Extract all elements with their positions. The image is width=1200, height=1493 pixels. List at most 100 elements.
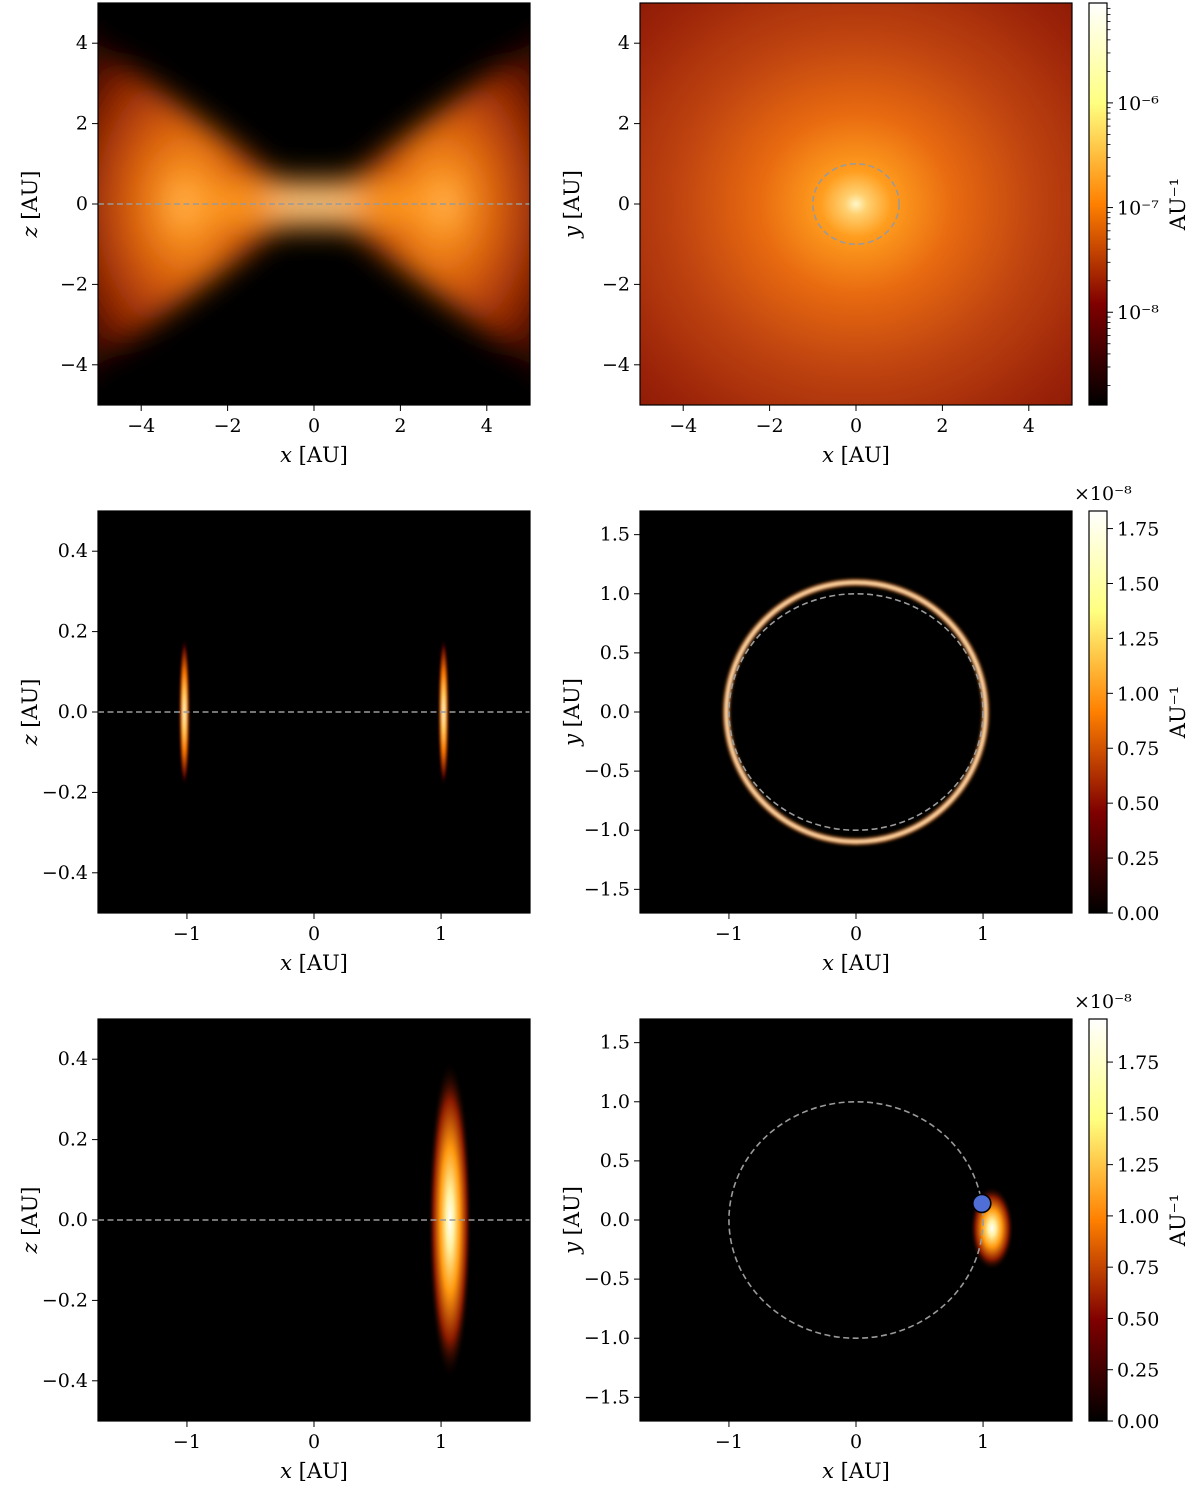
y-tick-label: 4 [76,32,88,54]
x-tick-label: −1 [715,923,743,945]
y-tick-label: 1.0 [600,583,630,605]
colorbar-frame [1088,1018,1108,1422]
panel-5: −1 0 1 −0.4 −0.2 0.0 0.2 0.4 x [AU] z [AU] [18,1018,531,1483]
x-tick-label: 2 [394,415,406,437]
y-tick-label: 0.5 [600,1150,630,1172]
x-tick-label: 0 [308,1431,320,1453]
x-tick-label: 4 [1023,415,1035,437]
panel-1: −4 −2 0 2 4 −4 −2 0 2 4 x [AU] z [AU] [18,2,531,467]
y-tick-label: 0.4 [58,540,88,562]
x-tick-label: 2 [936,415,948,437]
colorbar-label: AU⁻¹ [1166,178,1190,231]
y-tick-label: −1.5 [584,1386,630,1408]
x-tick-label: −2 [214,415,242,437]
panel-2: −4 −2 0 2 4 −4 −2 0 2 4 x [AU] y [AU] [560,2,1073,467]
background [640,3,1072,405]
x-axis-label: x [AU] [822,1459,890,1483]
y-axis-label: y [AU] [560,170,584,239]
y-tick-label: −1.0 [584,1327,630,1349]
ring [723,579,989,845]
y-axis-label: y [AU] [560,1186,584,1255]
colorbar-tick-label: 0.00 [1117,903,1159,925]
x-tick-label: 0 [850,1431,862,1453]
y-tick-label: −4 [60,354,88,376]
colorbar-gradient [1089,1019,1107,1421]
colorbar-gradient [1089,3,1107,405]
heatmap-image [640,1019,1072,1421]
y-tick-label: 0.0 [58,1209,88,1231]
x-axis-label: x [AU] [280,443,348,467]
x-tick-label: −4 [127,415,155,437]
heatmap-image [98,3,530,405]
x-axis-label: x [AU] [280,951,348,975]
y-axis-label: z [AU] [18,170,42,238]
x-tick-label: −1 [173,1431,201,1453]
colorbar-label: AU⁻¹ [1166,686,1190,739]
y-axis-label: z [AU] [18,1186,42,1254]
y-tick-label: 0.0 [58,701,88,723]
colorbar-frame [1088,2,1108,406]
x-tick-label: 0 [308,415,320,437]
y-axis-label: z [AU] [18,678,42,746]
colorbar-tick-label: 10⁻⁷ [1117,198,1159,220]
heatmap-image [640,511,1072,913]
y-tick-label: 0.0 [600,701,630,723]
planet-marker [971,1193,992,1214]
colorbar-tick-label: 1.50 [1117,1103,1159,1125]
y-tick-label: 2 [618,113,630,135]
x-tick-label: −1 [715,1431,743,1453]
y-tick-label: 2 [76,113,88,135]
colorbar-tick-label: 1.75 [1117,1052,1159,1074]
colorbar-label: AU⁻¹ [1166,1194,1190,1247]
y-tick-label: 0.4 [58,1048,88,1070]
y-axis-label: y [AU] [560,678,584,747]
colorbar-4: 0.00 0.25 0.50 0.75 1.00 1.25 1.50 1.75 ×10⁻⁸ AU⁻… [1074,483,1190,925]
y-tick-label: −0.4 [42,862,88,884]
panel-4: −1 0 1 −1.5 −1.0 −0.5 0.0 0.5 1.0 1.5 x [AU] y [AU] [560,510,1073,975]
orbit-circle [728,592,984,832]
y-tick-label: 0.0 [600,1209,630,1231]
x-tick-label: −2 [756,415,784,437]
y-tick-label: −0.2 [42,1289,88,1311]
background [98,511,530,913]
orbit-circle [728,1100,984,1340]
colorbar-tick-label: 0.50 [1117,793,1159,815]
y-tick-label: −0.5 [584,1268,630,1290]
x-tick-label: −1 [173,923,201,945]
y-tick-label: −1.5 [584,878,630,900]
colorbar-offset: ×10⁻⁸ [1074,991,1132,1013]
colorbar-2: 10⁻⁸ 10⁻⁷ 10⁻⁶ AU⁻¹ [1088,2,1190,406]
x-tick-label: 1 [435,923,447,945]
x-tick-label: 1 [435,1431,447,1453]
colorbar-tick-label: 0.00 [1117,1411,1159,1433]
y-tick-label: 4 [618,32,630,54]
y-tick-label: −0.4 [42,1370,88,1392]
colorbar-tick-label: 10⁻⁶ [1117,93,1159,115]
panel-3: −1 0 1 −0.4 −0.2 0.0 0.2 0.4 x [AU] z [AU] [18,510,531,975]
y-tick-label: 0.5 [600,642,630,664]
y-tick-label: 0.2 [58,1129,88,1151]
x-tick-label: 0 [850,415,862,437]
colorbar-tick-label: 1.00 [1117,683,1159,705]
y-tick-label: 1.0 [600,1091,630,1113]
y-tick-label: −4 [602,354,630,376]
heatmap-image [640,3,1072,405]
center-glow [264,196,364,212]
colorbar-tick-label: 0.25 [1117,1360,1159,1382]
y-tick-label: −1.0 [584,819,630,841]
x-tick-label: 1 [977,1431,989,1453]
colorbar-tick-label: 0.75 [1117,738,1159,760]
x-tick-label: 0 [308,923,320,945]
y-tick-label: 0.2 [58,621,88,643]
background [640,511,1072,913]
x-tick-label: 1 [977,923,989,945]
ring-core [725,581,987,843]
colorbar-tick-label: 1.00 [1117,1206,1159,1228]
y-tick-label: 0 [76,193,88,215]
colorbar-tick-label: 1.75 [1117,519,1159,541]
colorbar-tick-label: 0.75 [1117,1257,1159,1279]
x-tick-label: 0 [850,923,862,945]
x-tick-label: 4 [481,415,493,437]
y-tick-label: −2 [602,273,630,295]
